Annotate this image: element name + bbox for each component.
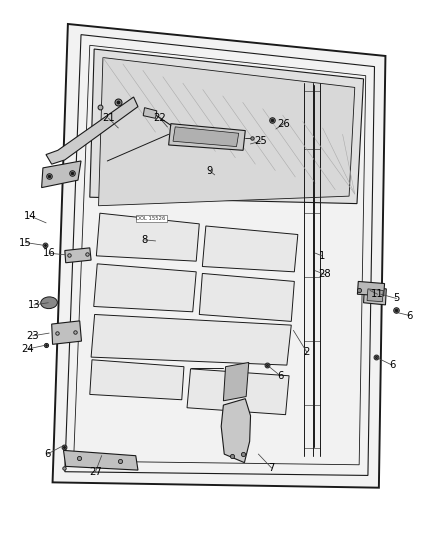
Text: 27: 27 [89,467,102,477]
Polygon shape [52,321,81,344]
Text: 7: 7 [268,463,275,473]
Polygon shape [223,362,249,401]
Text: 23: 23 [27,331,39,341]
Polygon shape [96,213,199,261]
Text: 11: 11 [371,289,384,299]
Text: 25: 25 [254,136,267,146]
Text: 5: 5 [393,294,399,303]
Polygon shape [199,273,294,321]
Polygon shape [169,124,245,150]
Polygon shape [94,264,196,312]
Text: 22: 22 [153,114,166,123]
Ellipse shape [41,297,57,309]
Polygon shape [221,399,251,463]
Text: 9: 9 [206,166,212,175]
Text: 13: 13 [28,300,40,310]
Text: 14: 14 [24,211,36,221]
Text: 26: 26 [277,119,290,128]
Polygon shape [357,281,385,296]
Polygon shape [173,127,239,147]
Polygon shape [65,248,91,263]
Text: 6: 6 [406,311,413,320]
Text: 2: 2 [304,347,310,357]
Polygon shape [91,314,291,365]
Text: DOL 15526: DOL 15526 [136,216,166,221]
Polygon shape [367,289,383,302]
Text: 16: 16 [42,248,56,258]
Polygon shape [64,450,138,470]
Polygon shape [90,49,364,204]
Polygon shape [99,58,355,206]
Polygon shape [143,108,157,118]
Polygon shape [46,97,138,164]
Text: 24: 24 [21,344,33,354]
Polygon shape [42,161,81,188]
Text: 1: 1 [319,251,325,261]
Polygon shape [90,360,184,400]
Text: 15: 15 [19,238,32,247]
Polygon shape [364,287,386,305]
Text: 6: 6 [44,449,50,459]
Text: 6: 6 [277,371,283,381]
Polygon shape [53,24,385,488]
Polygon shape [202,226,298,272]
Text: 28: 28 [319,270,331,279]
Text: 6: 6 [389,360,395,370]
Text: 8: 8 [141,235,148,245]
Text: 21: 21 [102,114,115,123]
Polygon shape [187,369,289,415]
